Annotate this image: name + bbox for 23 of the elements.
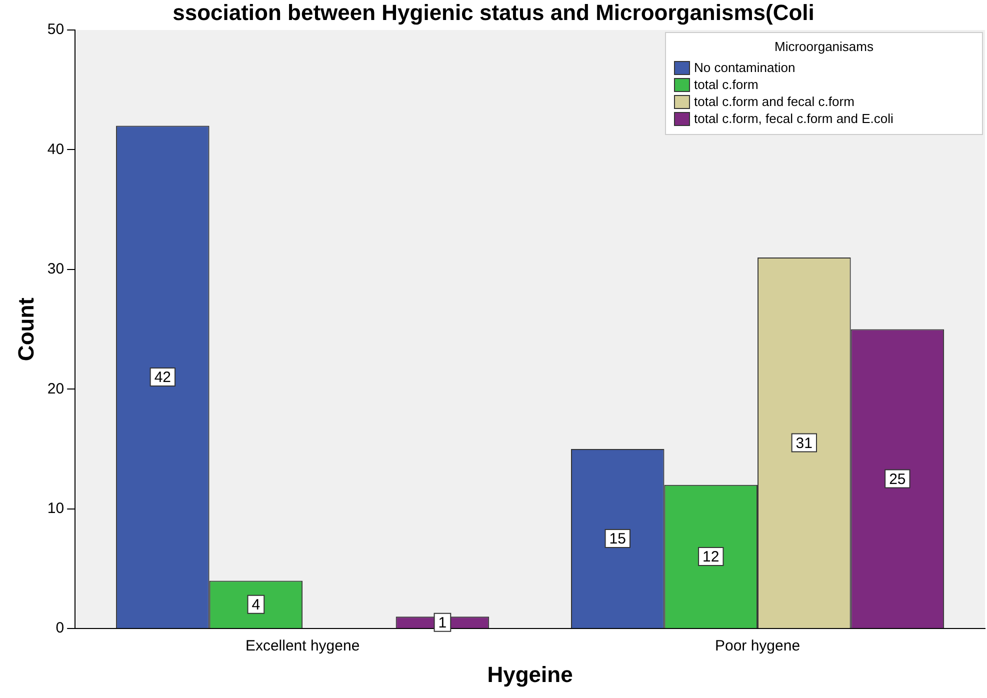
data-label: 31 bbox=[796, 434, 812, 452]
data-label: 25 bbox=[889, 470, 906, 488]
x-tick-label: Poor hygene bbox=[714, 638, 800, 655]
y-tick-label: 10 bbox=[47, 500, 64, 518]
legend-title: Microorganisams bbox=[774, 39, 874, 54]
legend-label: total c.form and fecal c.form bbox=[694, 94, 854, 109]
legend-label: No contamination bbox=[694, 60, 796, 75]
legend-label: total c.form bbox=[694, 77, 758, 92]
legend-label: total c.form, fecal c.form and E.coli bbox=[694, 111, 894, 126]
y-tick-label: 30 bbox=[47, 260, 64, 278]
data-label: 42 bbox=[154, 369, 172, 386]
chart-title: ssociation between Hygienic status and Microorganisms(Coli bbox=[172, 0, 814, 25]
y-tick-label: 50 bbox=[47, 21, 64, 38]
data-label: 1 bbox=[438, 614, 447, 632]
data-label: 12 bbox=[702, 548, 720, 566]
data-label: 15 bbox=[609, 530, 626, 548]
y-tick-label: 20 bbox=[47, 380, 64, 398]
data-label: 4 bbox=[252, 596, 260, 614]
y-tick-label: 0 bbox=[56, 620, 64, 637]
y-tick-label: 40 bbox=[47, 140, 64, 158]
x-tick-label: Excellent hygene bbox=[245, 638, 360, 655]
y-axis-title: Count bbox=[13, 296, 38, 362]
x-axis-title: Hygeine bbox=[487, 662, 573, 687]
